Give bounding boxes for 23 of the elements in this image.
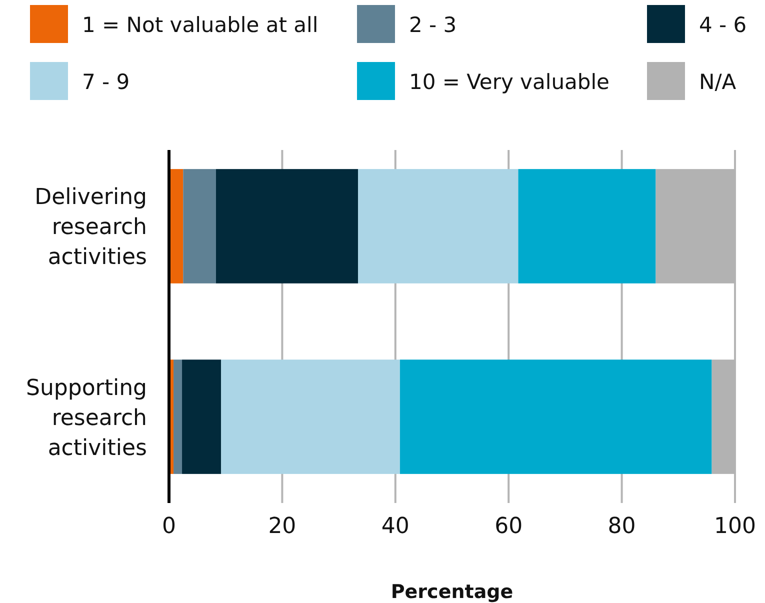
legend-label: 1 = Not valuable at all bbox=[82, 13, 318, 37]
bar bbox=[182, 360, 222, 474]
x-tick-label: 60 bbox=[494, 514, 523, 539]
x-tick-label: 0 bbox=[162, 514, 176, 539]
legend-label: 2 - 3 bbox=[409, 13, 457, 37]
legend-label: 10 = Very valuable bbox=[409, 70, 610, 94]
y-tick-label: Supporting research activities bbox=[26, 376, 147, 461]
x-tick-label: 100 bbox=[714, 514, 756, 539]
legend-label: N/A bbox=[699, 70, 737, 94]
bar bbox=[221, 360, 400, 474]
legend-label: 4 - 6 bbox=[699, 13, 747, 37]
bar bbox=[183, 169, 216, 284]
bar bbox=[518, 169, 656, 284]
legend-label: 7 - 9 bbox=[82, 70, 130, 94]
bar bbox=[216, 169, 358, 284]
bar bbox=[400, 360, 712, 474]
x-axis-title: Percentage bbox=[390, 581, 514, 603]
x-tick-label: 40 bbox=[381, 514, 410, 539]
y-tick-label: Delivering research activities bbox=[34, 185, 147, 270]
x-tick-label: 80 bbox=[608, 514, 636, 539]
x-tick-label: 20 bbox=[268, 514, 296, 539]
bar bbox=[174, 360, 182, 474]
bar bbox=[358, 169, 518, 284]
